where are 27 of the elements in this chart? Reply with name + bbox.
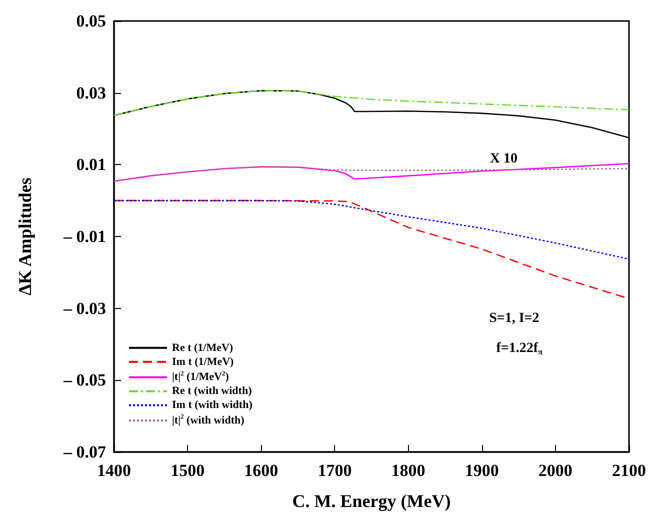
x-tick-label: 1900 xyxy=(464,461,499,480)
x-tick-label: 2000 xyxy=(538,461,572,480)
legend-label: Re t (with width) xyxy=(172,385,252,398)
annotation: X 10 xyxy=(490,151,518,166)
y-tick-label: 0.05 xyxy=(76,12,106,30)
y-tick-label: – 0.05 xyxy=(62,370,106,390)
y-axis-title: ΔK Amplitudes xyxy=(15,178,35,296)
legend-label: Im t (1/MeV) xyxy=(172,356,234,368)
line-series xyxy=(113,200,630,260)
line-series xyxy=(113,90,630,116)
legend-label: Re t (1/MeV) xyxy=(172,342,234,354)
x-tick-label: 1600 xyxy=(244,461,278,480)
y-tick-label: – 0.03 xyxy=(62,298,106,318)
y-tick-label: – 0.01 xyxy=(62,227,106,246)
x-tick-label: 2100 xyxy=(612,461,646,480)
line-series xyxy=(113,166,630,182)
x-tick-label: 1700 xyxy=(318,461,352,480)
x-axis-title: C. M. Energy (MeV) xyxy=(292,491,451,511)
x-tick-label: 1500 xyxy=(170,461,205,480)
annotation: S=1, I=2 xyxy=(489,310,540,326)
y-tick-label: 0.01 xyxy=(76,155,106,174)
x-tick-label: 1800 xyxy=(391,461,426,480)
line-series xyxy=(113,162,630,182)
y-tick-label: – 0.07 xyxy=(62,442,106,462)
x-tick-label: 1400 xyxy=(97,461,131,480)
legend-label: Im t (with width) xyxy=(172,399,253,412)
y-tick-label: 0.03 xyxy=(76,83,106,102)
